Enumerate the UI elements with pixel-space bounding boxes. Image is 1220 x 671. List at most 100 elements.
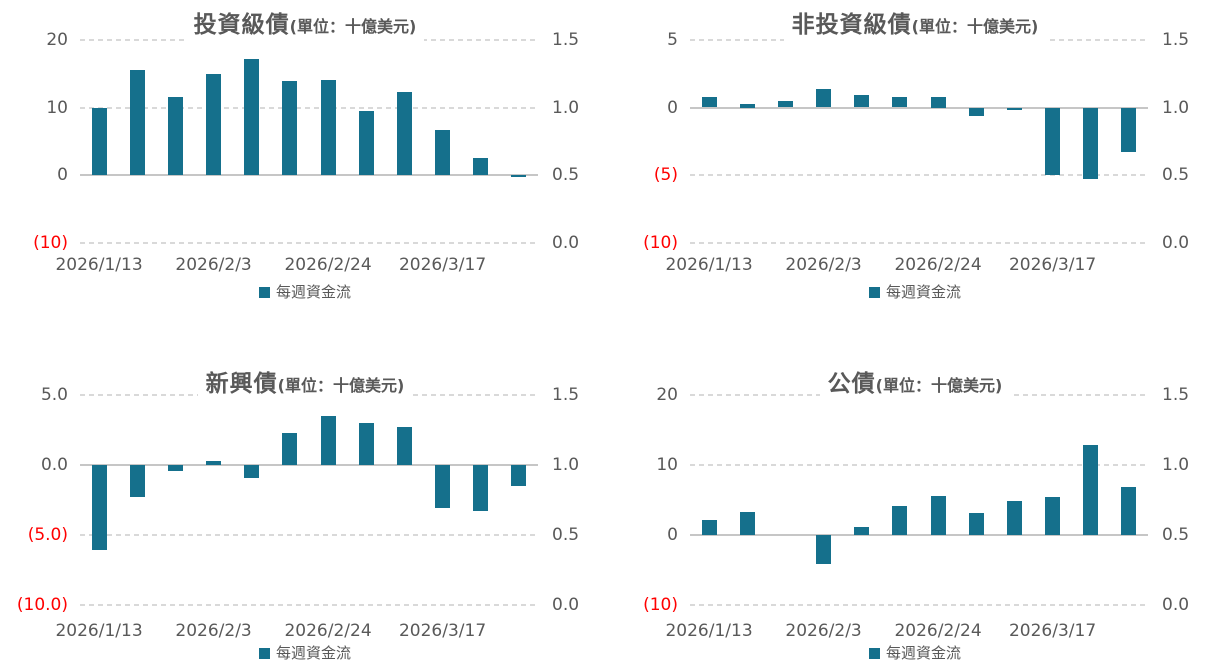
bar bbox=[930, 97, 946, 108]
legend-label: 每週資金流 bbox=[885, 644, 961, 662]
chart-title-text: 新興債(單位：十億美元) bbox=[197, 367, 413, 403]
chart-title: 非投資級債(單位：十億美元) bbox=[610, 8, 1220, 44]
chart-title-name: 新興債 bbox=[205, 371, 278, 397]
bar bbox=[1083, 107, 1099, 180]
x-tick-label: 2026/2/24 bbox=[894, 621, 982, 641]
y-tick-label-left: 20 bbox=[656, 385, 678, 405]
x-tick-label: 2026/2/3 bbox=[175, 621, 252, 641]
bar bbox=[129, 70, 145, 175]
bar bbox=[1121, 107, 1137, 153]
investment-grade-bonds-chart-panel: 20 10 0 (10) 1.5 1.0 0.5 0.0 2026/1/13 2026/2/3 20… bbox=[0, 0, 610, 336]
x-tick-label: 2026/2/3 bbox=[785, 621, 862, 641]
bar bbox=[854, 95, 870, 108]
x-tick-label: 2026/3/17 bbox=[398, 255, 487, 275]
x-tick-label: 2026/3/17 bbox=[1008, 255, 1097, 275]
bar bbox=[1006, 501, 1022, 535]
legend-label: 每週資金流 bbox=[885, 283, 961, 301]
government-bonds-chart-panel: 20 10 0 (10) 1.5 1.0 0.5 0.0 2026/1/13 2026/2/3 20… bbox=[610, 335, 1220, 671]
gridline bbox=[690, 464, 1148, 466]
y-tick-label-right: 1.5 bbox=[552, 30, 580, 50]
gridline bbox=[690, 174, 1148, 176]
bar bbox=[91, 465, 107, 551]
bar bbox=[473, 465, 489, 512]
y-tick-label-right: 1.5 bbox=[1162, 30, 1190, 50]
gridline bbox=[80, 241, 538, 244]
y-tick-label-left: 10 bbox=[46, 97, 68, 118]
legend-label: 每週資金流 bbox=[275, 283, 351, 301]
y-tick-label-left: (10) bbox=[643, 595, 678, 615]
y-tick-label-left: (5.0) bbox=[27, 525, 68, 545]
bar bbox=[435, 465, 451, 509]
bar bbox=[701, 96, 717, 108]
y-tick-label-right: 1.0 bbox=[1162, 455, 1190, 475]
y-tick-label-right: 1.5 bbox=[1162, 385, 1190, 405]
bar bbox=[1006, 107, 1022, 111]
bar bbox=[473, 158, 489, 175]
x-axis-line bbox=[80, 464, 538, 466]
y-tick-label-left: 0 bbox=[667, 525, 678, 545]
legend-label: 每週資金流 bbox=[275, 644, 351, 662]
chart-title: 新興債(單位：十億美元) bbox=[0, 367, 610, 403]
x-tick-label: 2026/1/13 bbox=[55, 255, 143, 275]
chart-title-name: 非投資級債 bbox=[791, 12, 912, 38]
x-tick-label: 2026/1/13 bbox=[665, 621, 753, 641]
bar bbox=[739, 104, 755, 108]
bar bbox=[358, 110, 374, 175]
y-tick-label-right: 0.0 bbox=[552, 232, 580, 253]
gridline bbox=[690, 604, 1148, 606]
bar bbox=[777, 101, 793, 108]
chart-title-text: 公債(單位：十億美元) bbox=[819, 367, 1011, 403]
legend: 每週資金流 bbox=[0, 644, 610, 662]
legend-swatch-icon bbox=[258, 647, 270, 659]
bar bbox=[892, 506, 908, 535]
y-tick-label-right: 0.0 bbox=[1162, 595, 1190, 615]
y-tick-label-left: (10.0) bbox=[16, 595, 68, 615]
chart-title-unit: (單位：十億美元) bbox=[289, 17, 417, 36]
bar bbox=[282, 80, 298, 175]
legend: 每週資金流 bbox=[610, 283, 1220, 301]
x-axis-line bbox=[690, 534, 1148, 536]
y-tick-label-left: 0 bbox=[667, 97, 678, 118]
non-investment-grade-bonds-chart-panel: 5 0 (5) (10) 1.5 1.0 0.5 0.0 2026/1/13 2026/2/3 20… bbox=[610, 0, 1220, 336]
y-tick-label-right: 1.0 bbox=[1162, 97, 1190, 118]
x-tick-label: 2026/2/24 bbox=[894, 255, 982, 275]
y-tick-label-left: (5) bbox=[653, 165, 678, 185]
bar bbox=[167, 465, 183, 471]
bar bbox=[206, 73, 222, 175]
y-tick-label-left: (10) bbox=[643, 232, 678, 253]
bar bbox=[816, 88, 832, 108]
emerging-market-bonds-chart-panel: 5.0 0.0 (5.0) (10.0) 1.5 1.0 0.5 0.0 2026/1/13 20… bbox=[0, 335, 610, 671]
chart-title-text: 投資級債(單位：十億美元) bbox=[185, 8, 425, 44]
bar bbox=[167, 96, 183, 175]
bar bbox=[91, 107, 107, 175]
x-axis-line bbox=[690, 106, 1148, 109]
chart-title-name: 投資級債 bbox=[193, 12, 290, 38]
bar bbox=[320, 79, 336, 175]
y-tick-label-left: 20 bbox=[46, 30, 68, 50]
y-tick-label-right: 1.0 bbox=[552, 455, 580, 475]
x-tick-label: 2026/2/24 bbox=[284, 621, 372, 641]
x-tick-label: 2026/1/13 bbox=[55, 621, 143, 641]
bar bbox=[701, 520, 717, 535]
chart-title-unit: (單位：十億美元) bbox=[875, 376, 1003, 395]
y-tick-label-right: 0.5 bbox=[1162, 165, 1190, 185]
y-tick-label-right: 0.5 bbox=[552, 165, 580, 185]
bar bbox=[511, 175, 527, 178]
y-tick-label-left: 0 bbox=[57, 165, 68, 185]
bar bbox=[1083, 445, 1099, 535]
x-tick-label: 2026/2/24 bbox=[284, 255, 372, 275]
x-tick-label: 2026/3/17 bbox=[398, 621, 487, 641]
bar bbox=[1045, 107, 1061, 175]
legend: 每週資金流 bbox=[0, 283, 610, 301]
bar bbox=[282, 432, 298, 465]
x-tick-label: 2026/3/17 bbox=[1008, 621, 1097, 641]
bar bbox=[244, 58, 260, 175]
legend-swatch-icon bbox=[868, 647, 880, 659]
bar bbox=[1045, 497, 1061, 535]
y-tick-label-left: 10 bbox=[656, 455, 678, 475]
x-tick-label: 2026/2/3 bbox=[785, 255, 862, 275]
legend-swatch-icon bbox=[868, 286, 880, 298]
bar bbox=[206, 460, 222, 465]
bar bbox=[396, 91, 412, 175]
